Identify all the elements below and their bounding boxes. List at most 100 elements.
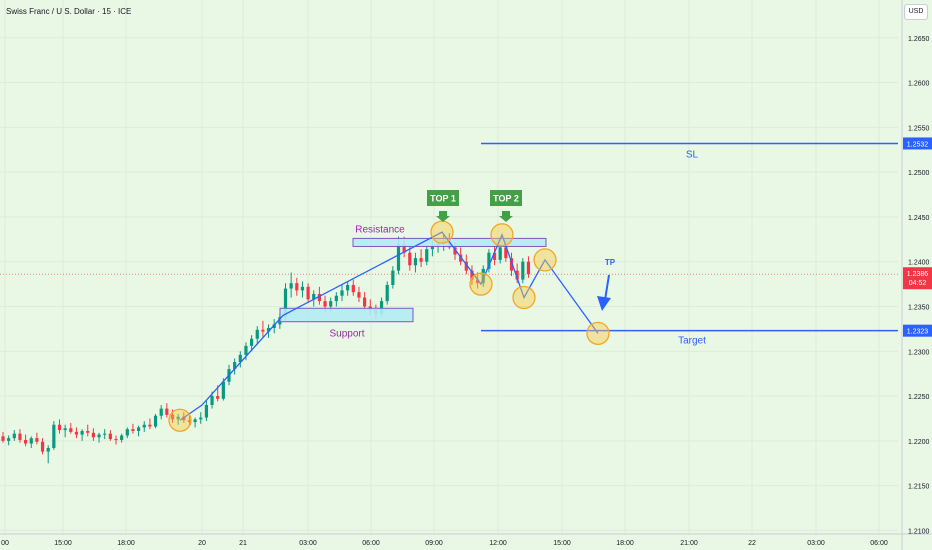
candle-body: [165, 408, 169, 415]
candle-body: [7, 438, 11, 441]
top-badge: [490, 190, 522, 206]
candle: [498, 243, 502, 264]
candle-body: [159, 408, 163, 416]
candle-body: [52, 424, 56, 449]
candle: [103, 429, 107, 440]
candle: [492, 245, 497, 266]
candle: [176, 413, 180, 425]
level-price-label: 1.2532: [907, 141, 929, 148]
candle-body: [408, 252, 412, 266]
x-tick-label: 09:00: [425, 540, 443, 547]
candle: [391, 266, 395, 289]
candle-body: [289, 283, 293, 289]
arrow-down-icon: [499, 211, 513, 222]
candle-body: [40, 441, 45, 452]
resistance-label: Resistance: [355, 224, 405, 235]
candle-body: [317, 293, 321, 302]
candle-body: [120, 435, 124, 440]
candle-body: [272, 324, 276, 328]
candle-body: [114, 439, 118, 441]
candle: [80, 429, 84, 441]
candle-body: [515, 270, 519, 280]
annotations: Resistance Support SL Target TOP 1 TOP 2 TP: [0, 142, 898, 432]
candle: [204, 400, 208, 422]
candle-body: [12, 433, 16, 439]
arrow-down-icon: [436, 211, 450, 222]
candle: [408, 245, 412, 271]
candle-body: [153, 415, 158, 427]
candle: [289, 272, 293, 298]
candle: [470, 265, 474, 285]
candle: [29, 436, 33, 449]
candle: [57, 419, 62, 434]
candle-body: [453, 247, 457, 255]
candle-body: [57, 424, 62, 431]
top-badge-label: TOP 1: [430, 194, 456, 204]
candle: [137, 425, 141, 437]
candle-body: [204, 405, 208, 418]
candle-body: [391, 270, 395, 285]
candle: [193, 417, 197, 428]
projection-path: [179, 231, 599, 421]
candle: [233, 358, 237, 375]
candle: [413, 252, 418, 273]
pivot-circle: [586, 321, 610, 346]
candle: [487, 249, 491, 273]
candle-body: [340, 290, 344, 296]
candle: [12, 430, 16, 441]
candle-body: [244, 345, 248, 355]
candle-body: [261, 329, 265, 332]
x-tick-label: 15:00: [54, 540, 72, 547]
candle: [255, 326, 259, 345]
candle-body: [329, 301, 333, 307]
candle-body: [346, 284, 350, 291]
candle-body: [69, 428, 73, 432]
candle-body: [425, 249, 429, 262]
candle-body: [193, 419, 197, 423]
candle-body: [419, 258, 423, 262]
candle: [153, 413, 158, 429]
y-tick-label: 1.2300: [908, 349, 930, 356]
candle-body: [487, 252, 491, 269]
candle-body: [351, 284, 355, 293]
candle: [35, 432, 39, 445]
level-label-sl: SL: [686, 149, 699, 160]
x-tick-label: 00: [1, 540, 9, 547]
candle: [18, 429, 22, 443]
tp-arrow-shaft: [604, 274, 610, 301]
candle-body: [266, 327, 271, 332]
symbol-title: Swiss Franc / U.S. Dollar · 15 · ICE: [6, 7, 132, 16]
currency-selector[interactable]: USD: [904, 4, 928, 20]
level-label-target: Target: [678, 336, 706, 347]
candle: [120, 433, 124, 443]
x-tick-label: 18:00: [117, 540, 135, 547]
candle-body: [504, 247, 508, 259]
candle-body: [97, 434, 101, 438]
level-price-box: [903, 324, 932, 337]
candle: [148, 418, 152, 430]
y-tick-label: 1.2200: [908, 439, 930, 446]
candle-body: [334, 295, 338, 302]
candle-body: [498, 247, 502, 260]
level-price-label: 1.2323: [907, 329, 929, 336]
candle: [7, 435, 11, 446]
candle-body: [103, 433, 107, 435]
y-tick-label: 1.2600: [908, 81, 930, 88]
candle-body: [283, 288, 288, 318]
candle: [509, 252, 514, 277]
y-tick-label: 1.2150: [908, 484, 930, 491]
candle: [165, 403, 169, 418]
x-tick-label: 03:00: [807, 540, 825, 547]
candle-body: [238, 354, 242, 363]
candle: [385, 281, 389, 305]
candle-body: [396, 243, 401, 271]
support-label: Support: [329, 329, 364, 340]
x-tick-label: 18:00: [616, 540, 634, 547]
x-tick-label: 06:00: [362, 540, 380, 547]
pivot-circle: [168, 408, 192, 432]
candle-body: [24, 439, 28, 444]
candle-body: [148, 424, 152, 427]
